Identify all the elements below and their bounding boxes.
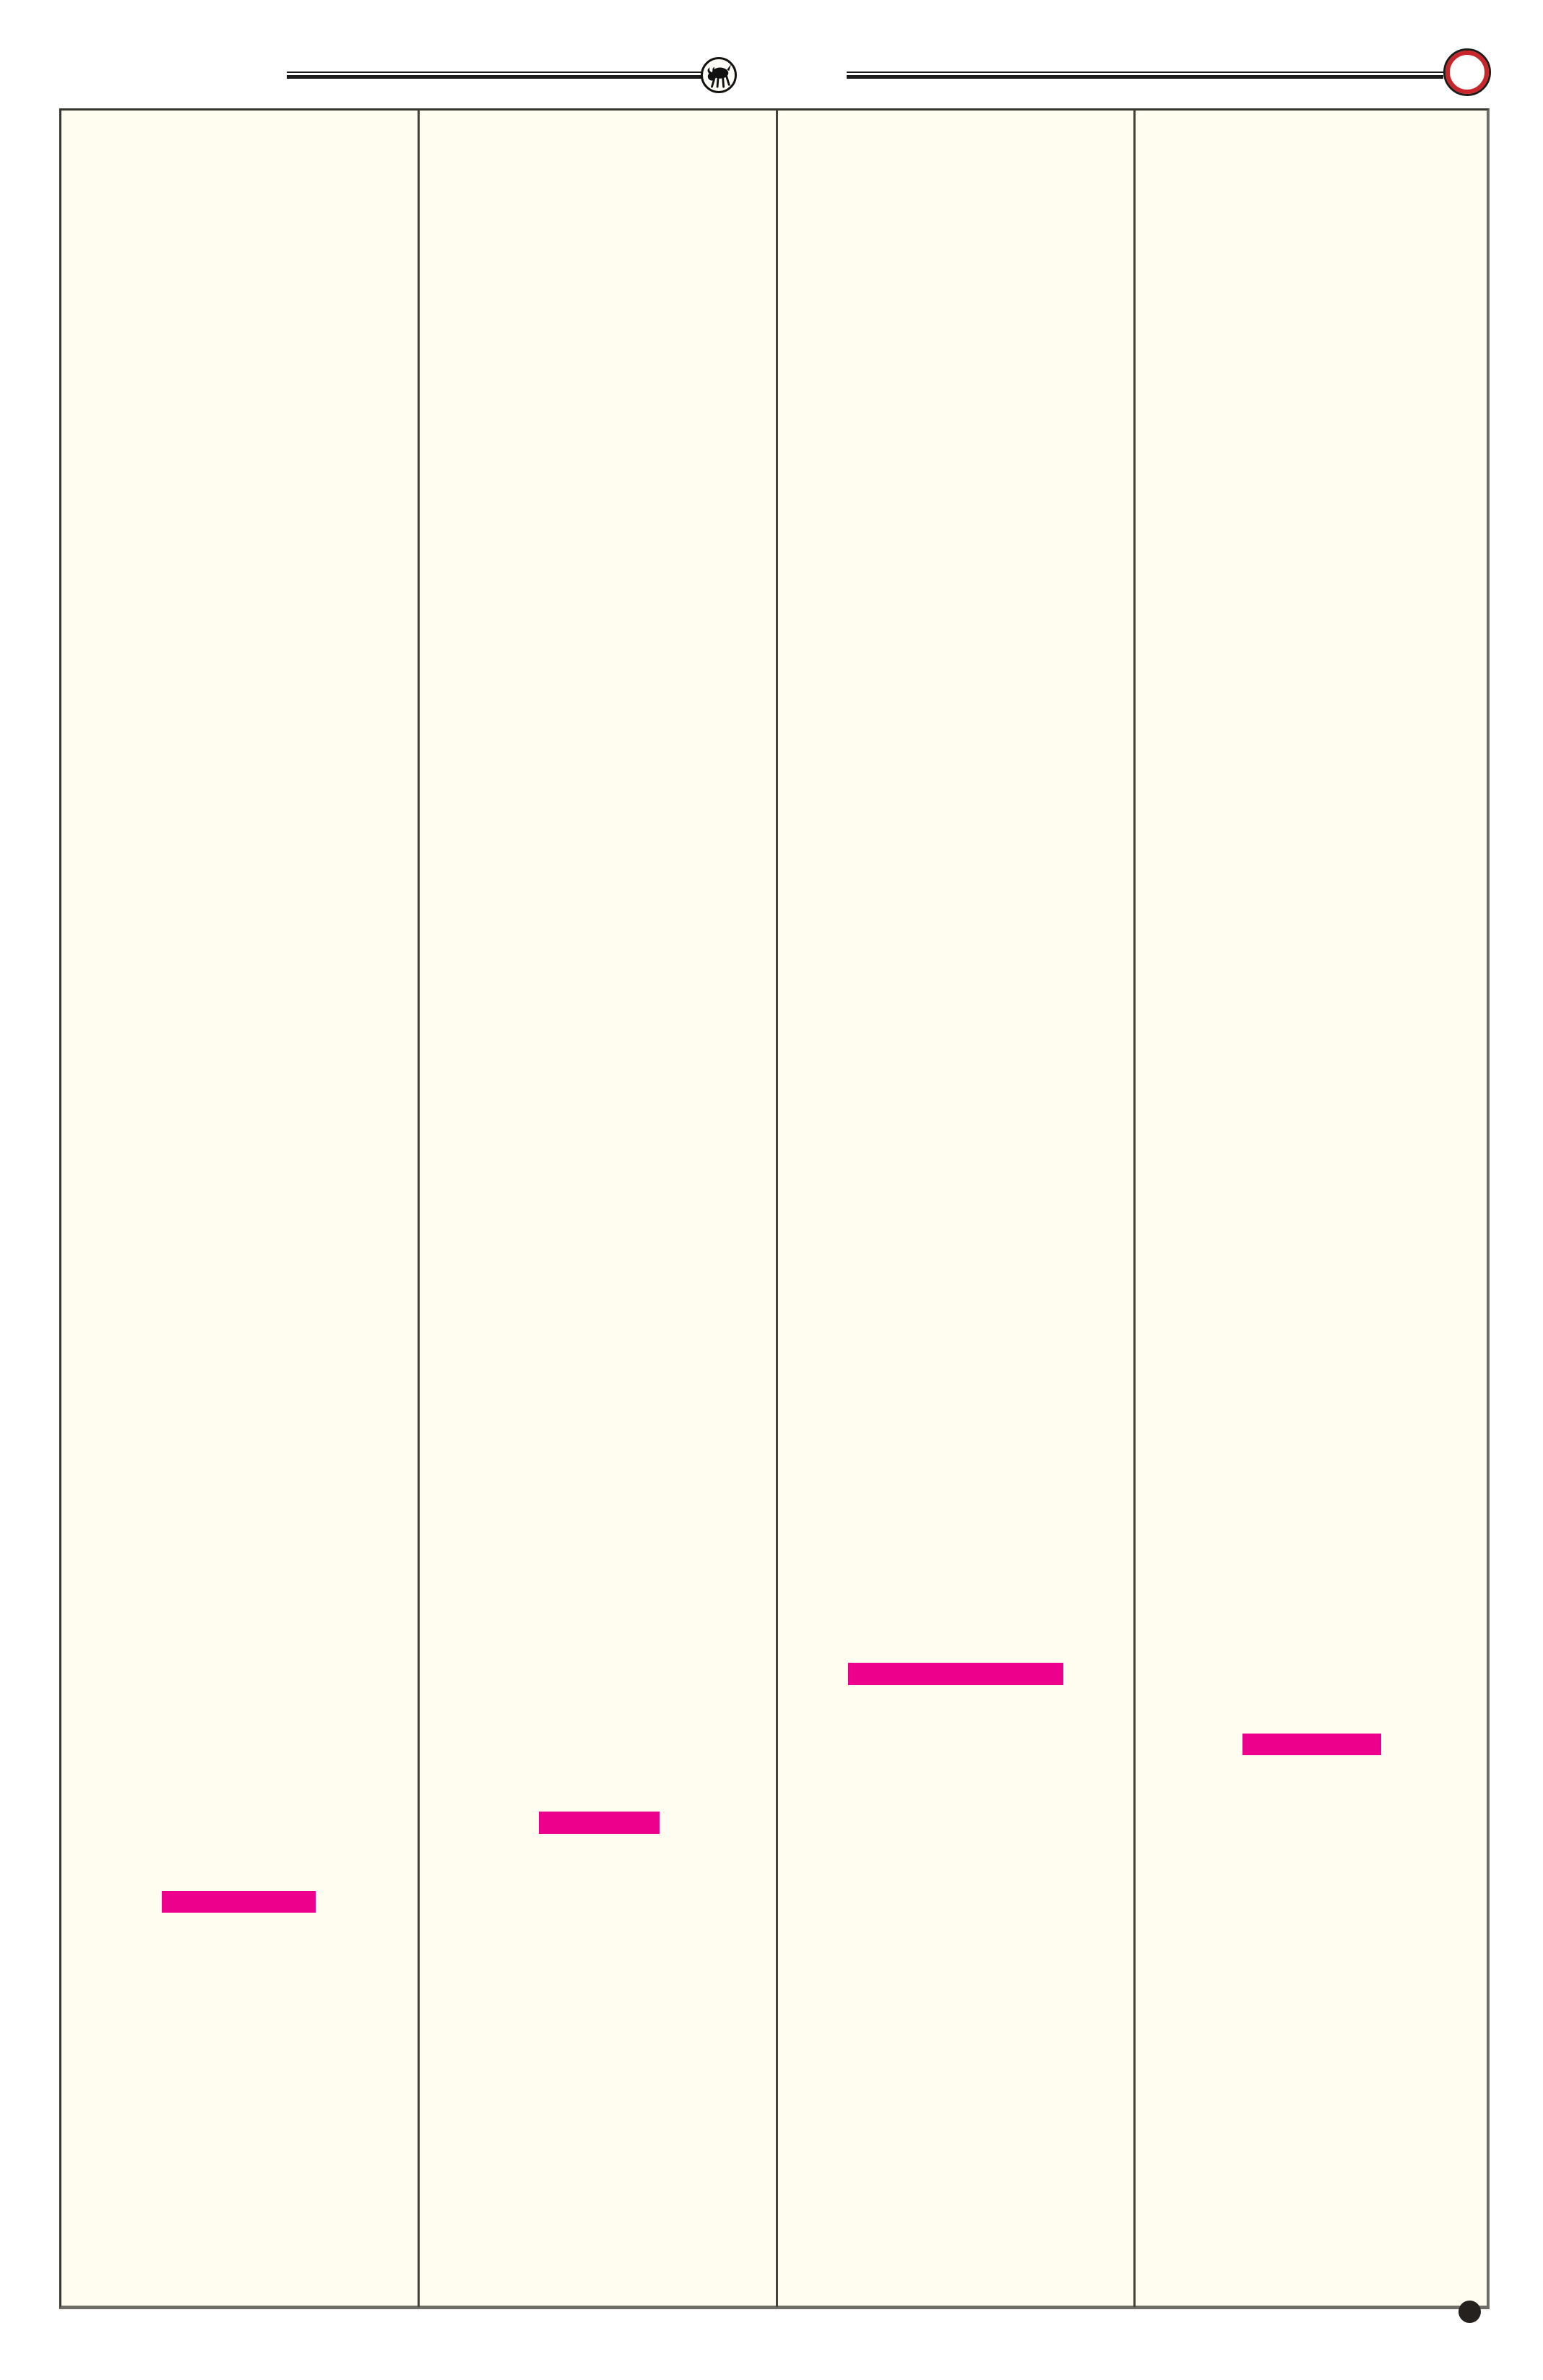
page-end-dot-icon — [1458, 2301, 1481, 2323]
red-ring-icon — [1445, 51, 1489, 94]
column-separator-2 — [776, 110, 778, 2307]
rule-thin-line — [847, 72, 1443, 73]
column-separator-3 — [1133, 110, 1136, 2307]
rule-thick-line — [847, 75, 1443, 79]
column-separator-1 — [418, 110, 420, 2307]
highlight-bar-col2 — [539, 1812, 660, 1834]
page-frame — [59, 108, 1490, 2309]
header-right-double-rule — [847, 72, 1443, 79]
highlight-bar-col4 — [1242, 1734, 1381, 1755]
bull-icon — [705, 61, 732, 89]
rule-thin-line — [287, 72, 704, 73]
red-ring-medallion — [1443, 48, 1491, 96]
header-left-double-rule — [287, 72, 704, 79]
highlight-bar-col3 — [848, 1663, 1063, 1685]
rule-thick-line — [287, 75, 704, 79]
highlight-bar-col1 — [162, 1891, 316, 1913]
bull-medallion — [701, 57, 737, 93]
